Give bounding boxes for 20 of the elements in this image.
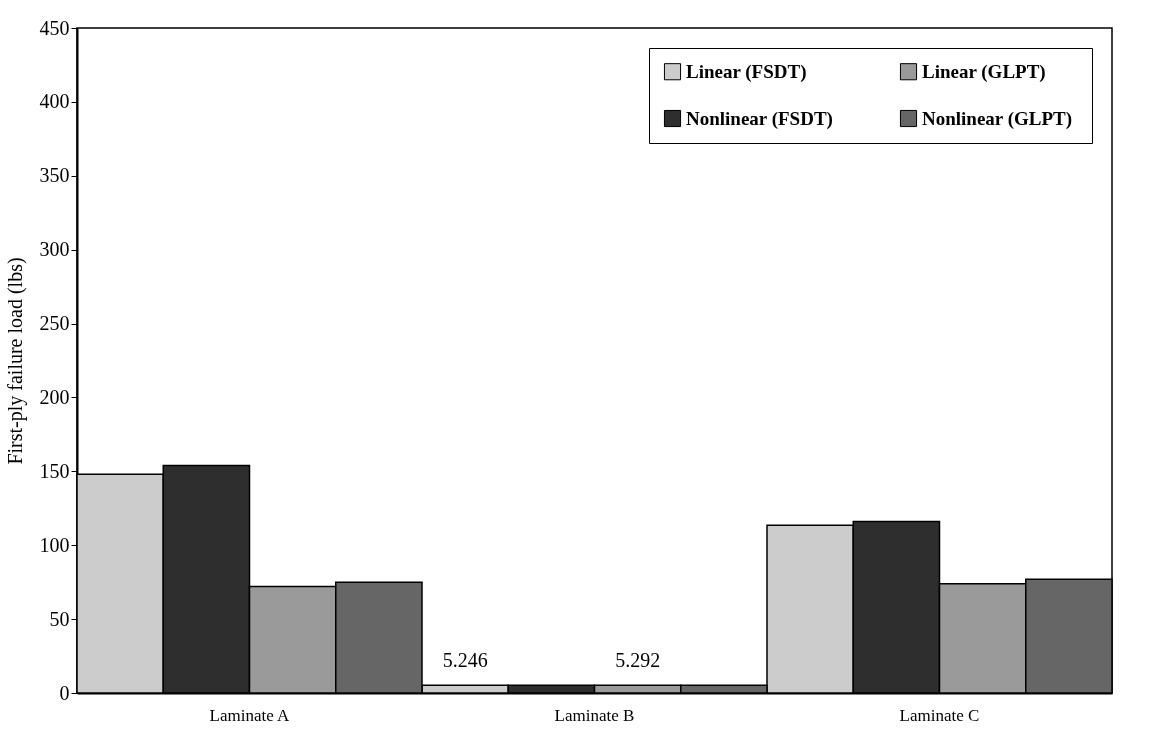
y-axis-title: First-ply failure load (lbs)	[3, 257, 27, 465]
y-tick-label: 200	[39, 385, 70, 408]
y-tick-label: 50	[49, 607, 70, 630]
y-tick-label: 250	[39, 312, 70, 335]
y-tick-label: 150	[39, 459, 70, 482]
x-tick-label: Laminate B	[554, 705, 635, 725]
y-tick-label: 400	[39, 90, 70, 113]
legend-label: Nonlinear (FSDT)	[686, 107, 833, 130]
data-label: 5.292	[615, 649, 661, 672]
y-tick-label: 350	[39, 164, 70, 187]
y-tick-label: 100	[39, 533, 70, 556]
y-tick-label: 450	[39, 16, 70, 39]
data-label: 5.246	[442, 649, 488, 672]
legend-label: Linear (GLPT)	[922, 60, 1046, 83]
x-tick-label: Laminate A	[209, 705, 291, 725]
x-tick-label: Laminate C	[899, 705, 980, 725]
y-tick-label: 300	[39, 238, 70, 261]
y-tick-label: 0	[59, 681, 70, 704]
legend-label: Linear (FSDT)	[686, 60, 807, 83]
legend-label: Nonlinear (GLPT)	[922, 107, 1073, 130]
